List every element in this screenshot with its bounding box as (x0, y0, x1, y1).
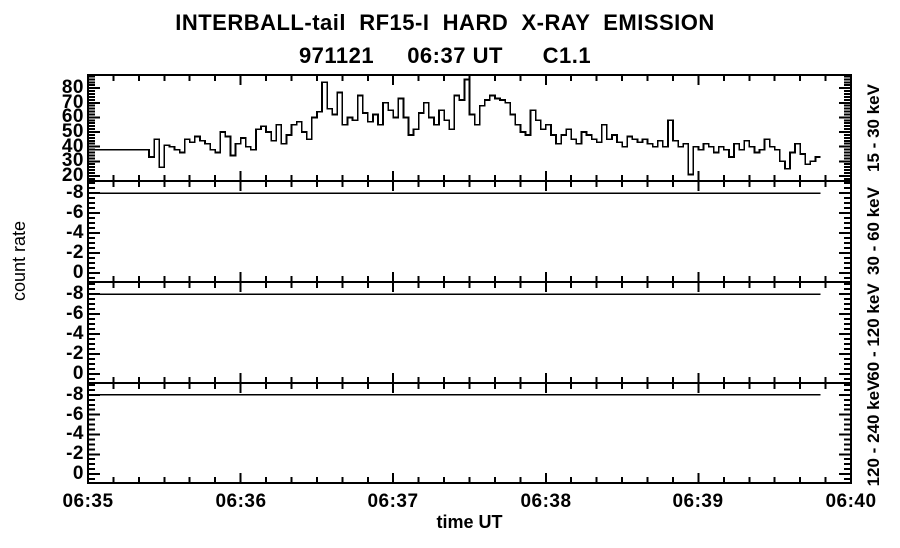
y-tick-label: -8 (66, 283, 84, 304)
y-tick-label: -2 (66, 443, 84, 465)
x-tick-label: 06:38 (520, 491, 572, 512)
y-tick-label: -6 (66, 303, 84, 324)
panel-frame-3 (87, 281, 852, 384)
x-tick-label: 06:37 (367, 491, 419, 512)
y-tick-label: 0 (72, 463, 84, 485)
figure-subtitle: 971121 06:37 UT C1.1 (298, 43, 592, 68)
x-tick-label: 06:39 (672, 491, 724, 512)
x-tick-label: 06:40 (825, 491, 877, 512)
trace-15-30kev (88, 78, 821, 176)
y-tick-label: -8 (66, 383, 84, 405)
y-tick-label: 0 (72, 363, 84, 384)
y-tick-label: -8 (66, 182, 84, 203)
panel-frame-4 (87, 382, 852, 484)
x-tick-label: 06:35 (62, 491, 114, 512)
y-tick-label: 60 (61, 106, 84, 128)
y-tick-label: 70 (61, 91, 84, 113)
y-tick-label: -4 (66, 222, 84, 243)
x-tick-label: 06:36 (215, 491, 267, 512)
y-tick-label: 20 (61, 164, 84, 186)
y-tick-label: -2 (66, 343, 84, 364)
y-tick-label: -6 (66, 403, 84, 425)
y-tick-label: -6 (66, 202, 84, 223)
y-tick-label: -2 (66, 242, 84, 263)
y-tick-label: 0 (72, 262, 84, 283)
energy-band-label-120-240kev: 120 - 240 keV (864, 379, 883, 487)
y-tick-label: 40 (61, 135, 84, 157)
y-tick-label: 50 (61, 121, 84, 143)
y-tick-label: -4 (66, 423, 84, 445)
y-tick-label: 80 (61, 77, 84, 99)
figure-title: INTERBALL-tail RF15-I HARD X-RAY EMISSIO… (175, 10, 715, 35)
y-tick-label: -4 (66, 323, 84, 344)
y-tick-label: 30 (61, 150, 84, 172)
x-axis-label: time UT (436, 512, 503, 532)
panel-frame-2 (87, 180, 852, 283)
